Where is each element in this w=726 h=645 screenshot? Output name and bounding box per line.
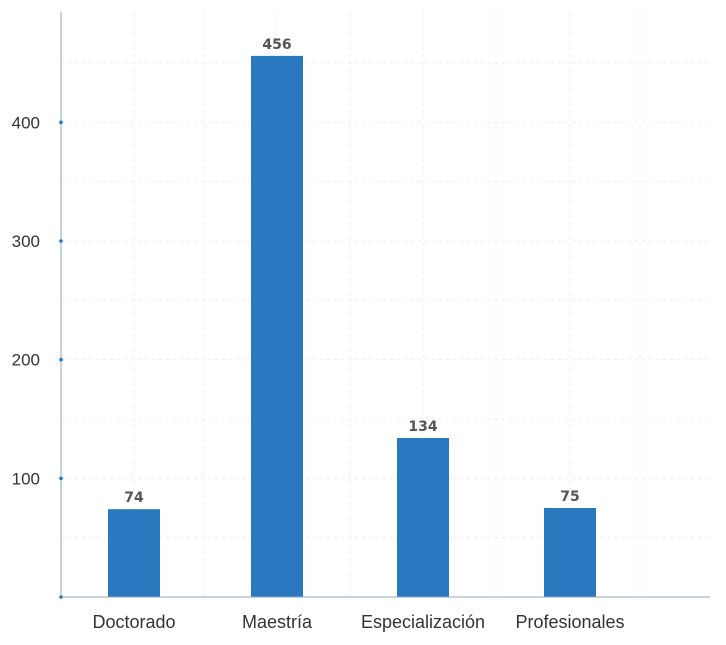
data-label: 456: [262, 37, 291, 53]
tick-dot: [59, 476, 63, 481]
tick-dot: [59, 357, 63, 362]
bar-2: [251, 55, 303, 598]
y-tick-label: 200: [12, 351, 40, 370]
grid-layer: [61, 12, 710, 597]
y-ticks-layer: 100 200 300 400: [12, 113, 63, 599]
category-label: Profesionales: [515, 612, 624, 632]
y-tick-label: 100: [12, 469, 40, 488]
bars-layer: [108, 55, 596, 598]
category-label: Doctorado: [92, 612, 175, 632]
data-label: 74: [124, 490, 144, 506]
tick-dot: [59, 120, 63, 125]
category-label: Especialización: [361, 612, 485, 632]
y-tick-label: 400: [12, 113, 40, 132]
bar-1: [108, 509, 160, 597]
data-label: 134: [408, 419, 437, 435]
tick-dot: [59, 239, 63, 243]
bar-4: [544, 508, 596, 597]
data-label: 75: [560, 489, 579, 505]
tick-dot: [59, 595, 63, 599]
bar-3: [397, 437, 449, 597]
y-tick-label: 300: [12, 232, 40, 251]
labels-layer: 74 Doctorado 456 Maestría 134 Especialización…: [92, 37, 624, 632]
category-label: Maestría: [242, 612, 313, 632]
